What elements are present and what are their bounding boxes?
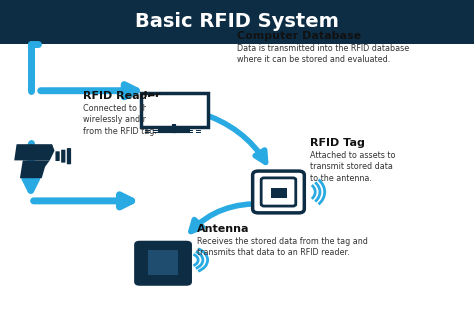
- FancyBboxPatch shape: [170, 132, 176, 133]
- Polygon shape: [14, 144, 55, 160]
- FancyBboxPatch shape: [196, 130, 201, 131]
- FancyBboxPatch shape: [67, 148, 71, 164]
- FancyBboxPatch shape: [179, 130, 184, 131]
- FancyBboxPatch shape: [153, 127, 159, 129]
- Text: Data is transmitted into the RFID database
where it can be stored and evaluated.: Data is transmitted into the RFID databa…: [237, 44, 409, 64]
- Text: Antenna: Antenna: [197, 224, 249, 234]
- FancyBboxPatch shape: [141, 93, 208, 127]
- Text: Computer Database: Computer Database: [237, 31, 361, 41]
- FancyBboxPatch shape: [153, 130, 159, 131]
- Polygon shape: [20, 160, 50, 178]
- FancyBboxPatch shape: [153, 132, 159, 133]
- FancyBboxPatch shape: [162, 127, 167, 129]
- FancyBboxPatch shape: [145, 132, 150, 133]
- FancyBboxPatch shape: [196, 127, 201, 129]
- FancyBboxPatch shape: [134, 241, 192, 286]
- FancyBboxPatch shape: [179, 132, 184, 133]
- FancyBboxPatch shape: [170, 130, 176, 131]
- FancyBboxPatch shape: [187, 132, 193, 133]
- Bar: [0, 0, 474, 44]
- FancyBboxPatch shape: [179, 127, 184, 129]
- FancyBboxPatch shape: [271, 188, 287, 198]
- FancyBboxPatch shape: [145, 127, 150, 129]
- FancyBboxPatch shape: [170, 127, 176, 129]
- FancyBboxPatch shape: [146, 97, 203, 124]
- FancyBboxPatch shape: [253, 171, 304, 213]
- Text: Attached to assets to
transmit stored data
to the antenna.: Attached to assets to transmit stored da…: [310, 151, 396, 182]
- FancyBboxPatch shape: [162, 130, 167, 131]
- FancyBboxPatch shape: [61, 150, 65, 163]
- Text: Connected to the antenna
wirelessly and receives data
from the RFID tag.: Connected to the antenna wirelessly and …: [83, 104, 197, 135]
- FancyBboxPatch shape: [145, 130, 150, 131]
- Text: Receives the stored data from the tag and
transmits that data to an RFID reader.: Receives the stored data from the tag an…: [197, 237, 367, 257]
- FancyBboxPatch shape: [162, 132, 167, 133]
- Text: Basic RFID System: Basic RFID System: [135, 12, 339, 31]
- FancyBboxPatch shape: [261, 178, 296, 206]
- FancyBboxPatch shape: [196, 132, 201, 133]
- FancyBboxPatch shape: [55, 151, 60, 161]
- Text: RFID Reader: RFID Reader: [83, 91, 161, 101]
- Text: RFID Tag: RFID Tag: [310, 138, 365, 148]
- FancyBboxPatch shape: [148, 250, 178, 275]
- FancyBboxPatch shape: [187, 127, 193, 129]
- FancyBboxPatch shape: [187, 130, 193, 131]
